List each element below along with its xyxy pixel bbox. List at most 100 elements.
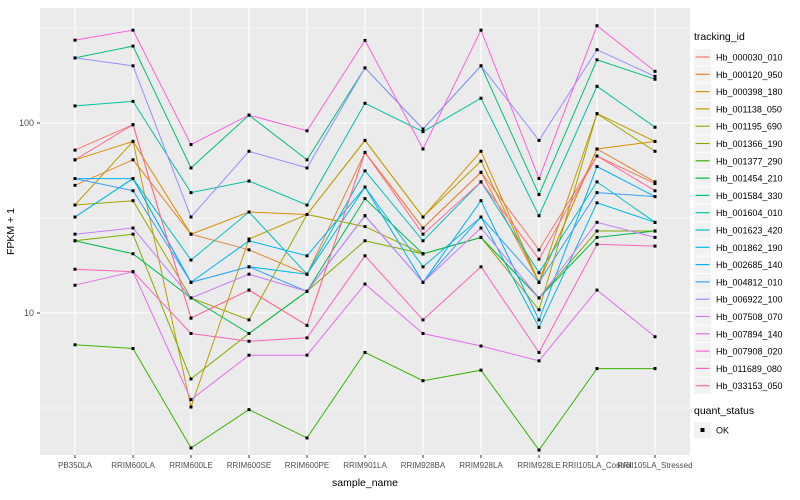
data-point-marker bbox=[131, 123, 135, 127]
data-point-marker bbox=[305, 323, 309, 327]
data-point-marker bbox=[421, 226, 425, 230]
data-point-marker bbox=[363, 150, 367, 154]
legend-label: Hb_001366_190 bbox=[716, 139, 783, 149]
data-point-marker bbox=[131, 232, 135, 236]
data-point-marker bbox=[73, 215, 77, 219]
data-point-marker bbox=[537, 308, 541, 312]
data-point-marker bbox=[363, 38, 367, 42]
data-point-marker bbox=[653, 125, 657, 129]
data-point-marker bbox=[247, 237, 251, 241]
data-point-marker bbox=[305, 254, 309, 258]
x-tick-label: RRIM928BA bbox=[401, 461, 446, 470]
data-point-marker bbox=[363, 282, 367, 286]
legend-title-quant-status: quant_status bbox=[694, 405, 754, 417]
data-point-marker bbox=[479, 180, 483, 184]
data-point-marker bbox=[247, 408, 251, 412]
legend-label: Hb_000398_180 bbox=[716, 87, 783, 97]
data-point-marker bbox=[131, 189, 135, 193]
data-point-marker bbox=[479, 28, 483, 32]
data-point-marker bbox=[595, 191, 599, 195]
data-point-marker bbox=[305, 203, 309, 207]
data-point-marker bbox=[363, 138, 367, 142]
legend-label: Hb_001454_210 bbox=[716, 174, 783, 184]
data-point-marker bbox=[595, 165, 599, 169]
data-point-marker bbox=[189, 191, 193, 195]
data-point-marker bbox=[421, 232, 425, 236]
data-point-marker bbox=[653, 149, 657, 153]
data-point-marker bbox=[479, 226, 483, 230]
data-point-marker bbox=[537, 280, 541, 284]
data-point-marker bbox=[537, 248, 541, 252]
legend-label: Hb_007908_020 bbox=[716, 347, 783, 357]
data-point-marker bbox=[73, 38, 77, 42]
axis-title-x: sample_name bbox=[332, 477, 398, 489]
data-point-marker bbox=[247, 339, 251, 343]
data-point-marker bbox=[537, 193, 541, 197]
data-point-marker bbox=[479, 199, 483, 203]
data-point-marker bbox=[73, 148, 77, 152]
x-tick-label: RRIM600LE bbox=[169, 461, 213, 470]
data-point-marker bbox=[305, 436, 309, 440]
data-point-marker bbox=[189, 166, 193, 170]
legend-label: Hb_001623_420 bbox=[716, 226, 783, 236]
data-point-marker bbox=[131, 64, 135, 68]
legend-label: Hb_002685_140 bbox=[716, 260, 783, 270]
x-tick-label: RRIM600PE bbox=[285, 461, 329, 470]
data-point-marker bbox=[653, 335, 657, 339]
data-point-marker bbox=[73, 177, 77, 181]
y-tick-label: 10 bbox=[24, 308, 34, 318]
data-point-marker bbox=[363, 350, 367, 354]
data-point-marker bbox=[653, 180, 657, 184]
data-point-marker bbox=[537, 214, 541, 218]
x-tick-label: RRIM600LA bbox=[111, 461, 155, 470]
data-point-marker bbox=[595, 235, 599, 239]
x-tick-label: RRII105LA_Control bbox=[562, 461, 632, 470]
legend-label: Hb_000120_950 bbox=[716, 70, 783, 80]
data-point-marker bbox=[189, 215, 193, 219]
legend-label: Hb_000030_010 bbox=[716, 53, 783, 63]
data-point-marker bbox=[247, 288, 251, 292]
data-point-marker bbox=[73, 104, 77, 108]
data-point-marker bbox=[131, 252, 135, 256]
data-point-marker bbox=[189, 296, 193, 300]
data-point-marker bbox=[73, 283, 77, 287]
data-point-marker bbox=[189, 398, 193, 402]
legend-label: Hb_007508_070 bbox=[716, 312, 783, 322]
data-point-marker bbox=[247, 179, 251, 183]
data-point-marker bbox=[131, 226, 135, 230]
data-point-marker bbox=[595, 84, 599, 88]
data-point-marker bbox=[537, 448, 541, 452]
legend-label: Hb_011689_080 bbox=[716, 364, 782, 374]
data-point-marker bbox=[247, 149, 251, 153]
data-point-marker bbox=[189, 232, 193, 236]
data-point-marker bbox=[595, 58, 599, 62]
data-point-marker bbox=[653, 189, 657, 193]
data-point-marker bbox=[421, 332, 425, 336]
data-point-marker bbox=[73, 239, 77, 243]
data-point-marker bbox=[189, 280, 193, 284]
data-point-marker bbox=[421, 239, 425, 243]
data-point-marker bbox=[421, 147, 425, 151]
data-point-marker bbox=[537, 257, 541, 261]
legend-label: Hb_001604_010 bbox=[716, 208, 783, 218]
data-point-marker bbox=[363, 185, 367, 189]
y-tick-label: 100 bbox=[19, 118, 34, 128]
data-point-marker bbox=[479, 215, 483, 219]
data-point-marker bbox=[421, 265, 425, 269]
data-point-marker bbox=[73, 203, 77, 207]
data-point-marker bbox=[131, 270, 135, 274]
data-point-marker bbox=[131, 44, 135, 48]
data-point-marker bbox=[73, 343, 77, 347]
data-point-marker bbox=[421, 215, 425, 219]
data-point-marker bbox=[653, 220, 657, 224]
data-point-marker bbox=[653, 182, 657, 186]
legend-label: Hb_001195_690 bbox=[716, 122, 782, 132]
data-point-marker bbox=[421, 280, 425, 284]
data-point-marker bbox=[653, 195, 657, 199]
data-point-marker bbox=[131, 199, 135, 203]
data-point-marker bbox=[421, 130, 425, 134]
data-point-marker bbox=[653, 367, 657, 371]
data-point-marker bbox=[595, 242, 599, 246]
